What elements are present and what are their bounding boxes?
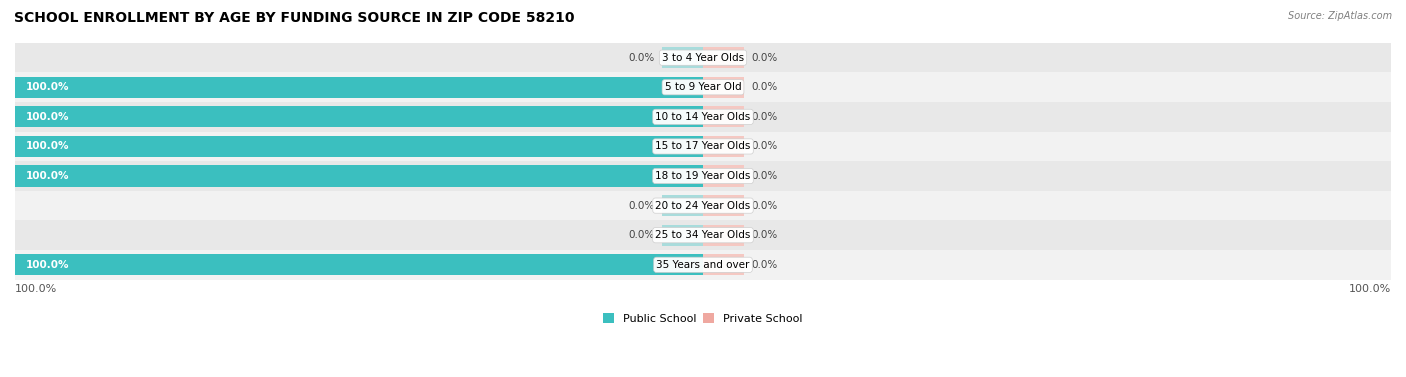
Bar — [703, 254, 744, 276]
Legend: Public School, Private School: Public School, Private School — [599, 309, 807, 328]
Text: 3 to 4 Year Olds: 3 to 4 Year Olds — [662, 53, 744, 63]
Text: 100.0%: 100.0% — [25, 171, 69, 181]
Text: 18 to 19 Year Olds: 18 to 19 Year Olds — [655, 171, 751, 181]
Text: 0.0%: 0.0% — [628, 53, 655, 63]
Text: SCHOOL ENROLLMENT BY AGE BY FUNDING SOURCE IN ZIP CODE 58210: SCHOOL ENROLLMENT BY AGE BY FUNDING SOUR… — [14, 11, 575, 25]
Text: 0.0%: 0.0% — [628, 201, 655, 211]
Bar — [703, 77, 744, 98]
Text: 0.0%: 0.0% — [751, 201, 778, 211]
Text: 20 to 24 Year Olds: 20 to 24 Year Olds — [655, 201, 751, 211]
Bar — [15, 43, 1391, 72]
Bar — [15, 161, 1391, 191]
Text: 15 to 17 Year Olds: 15 to 17 Year Olds — [655, 141, 751, 152]
Bar — [662, 225, 703, 246]
Bar — [703, 136, 744, 157]
Text: 0.0%: 0.0% — [751, 171, 778, 181]
Bar — [15, 221, 1391, 250]
Text: 25 to 34 Year Olds: 25 to 34 Year Olds — [655, 230, 751, 240]
Text: 0.0%: 0.0% — [751, 53, 778, 63]
Text: 35 Years and over: 35 Years and over — [657, 260, 749, 270]
Text: 100.0%: 100.0% — [15, 284, 58, 294]
Text: 100.0%: 100.0% — [25, 260, 69, 270]
Bar — [703, 166, 744, 187]
Text: 0.0%: 0.0% — [751, 141, 778, 152]
Bar — [15, 72, 1391, 102]
Bar — [15, 254, 703, 276]
Bar — [15, 191, 1391, 221]
Bar — [15, 106, 703, 127]
Bar — [703, 47, 744, 68]
Text: 100.0%: 100.0% — [25, 141, 69, 152]
Text: 100.0%: 100.0% — [25, 82, 69, 92]
Text: 0.0%: 0.0% — [628, 230, 655, 240]
Text: 5 to 9 Year Old: 5 to 9 Year Old — [665, 82, 741, 92]
Bar — [15, 132, 1391, 161]
Bar — [15, 250, 1391, 280]
Text: 0.0%: 0.0% — [751, 230, 778, 240]
Text: 0.0%: 0.0% — [751, 260, 778, 270]
Text: 100.0%: 100.0% — [25, 112, 69, 122]
Bar — [15, 136, 703, 157]
Text: 0.0%: 0.0% — [751, 82, 778, 92]
Bar — [15, 77, 703, 98]
Bar — [703, 225, 744, 246]
Bar — [662, 47, 703, 68]
Text: Source: ZipAtlas.com: Source: ZipAtlas.com — [1288, 11, 1392, 21]
Bar — [703, 195, 744, 216]
Text: 0.0%: 0.0% — [751, 112, 778, 122]
Bar — [15, 166, 703, 187]
Bar — [662, 195, 703, 216]
Bar — [703, 106, 744, 127]
Text: 100.0%: 100.0% — [1348, 284, 1391, 294]
Text: 10 to 14 Year Olds: 10 to 14 Year Olds — [655, 112, 751, 122]
Bar — [15, 102, 1391, 132]
